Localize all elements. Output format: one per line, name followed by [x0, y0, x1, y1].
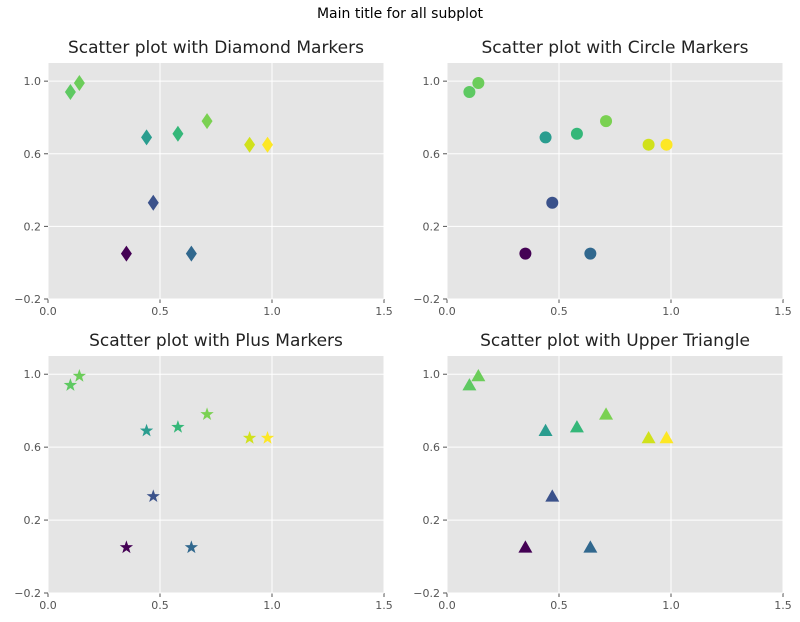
x-tick-label: 1.0 [263, 599, 281, 612]
data-point [599, 407, 614, 420]
data-point [72, 369, 87, 382]
data-point [147, 194, 159, 211]
y-tick-label: −0.2 [413, 293, 440, 306]
subplot-title: Scatter plot with Circle Markers [482, 38, 749, 58]
data-point [262, 136, 274, 153]
data-point [570, 127, 583, 140]
data-point [172, 125, 184, 142]
x-tick-label: 1.0 [662, 599, 680, 612]
y-tick-label: 1.0 [423, 75, 441, 88]
subplot-title: Scatter plot with Plus Markers [89, 331, 343, 351]
data-point [242, 431, 257, 444]
x-tick-label: 1.5 [774, 599, 792, 612]
y-tick-label: 1.0 [24, 368, 42, 381]
x-tick-label: 1.5 [375, 305, 393, 318]
data-point [538, 423, 553, 436]
data-point [139, 423, 154, 437]
data-point [641, 431, 656, 444]
y-tick-label: 0.2 [423, 514, 441, 527]
data-point [63, 378, 78, 391]
subplot-1: 0.0 0.5 1.0 1.5 −0.2 0.2 0.6 1.0 Scatter plot wi… [14, 38, 392, 318]
x-tick-label: 0.0 [438, 305, 456, 318]
data-point [201, 113, 213, 130]
x-tick-label: 0.0 [39, 305, 57, 318]
subplot-4: 0.0 0.5 1.0 1.5 −0.2 0.2 0.6 1.0 Scatter plot wi… [413, 331, 791, 612]
subplot-title: Scatter plot with Diamond Markers [68, 38, 364, 58]
y-tick-label: −0.2 [14, 587, 41, 600]
y-tick-label: 0.6 [423, 148, 441, 161]
y-tick-label: 0.6 [24, 441, 42, 454]
data-point [119, 540, 134, 554]
data-point [642, 138, 655, 151]
subplot-3: 0.0 0.5 1.0 1.5 −0.2 0.2 0.6 1.0 Scatter plot wi… [14, 331, 392, 612]
x-tick-label: 0.5 [151, 305, 169, 318]
data-point [463, 86, 476, 99]
x-tick-label: 0.5 [550, 305, 568, 318]
data-point [583, 540, 598, 553]
data-point [545, 489, 560, 502]
data-point [539, 131, 552, 144]
plot-area [48, 63, 384, 299]
y-tick-label: −0.2 [14, 293, 41, 306]
y-tick-label: 0.2 [423, 220, 441, 233]
y-tick-label: 1.0 [423, 368, 441, 381]
x-tick-label: 0.5 [151, 599, 169, 612]
data-point [659, 431, 674, 444]
subplot-2: 0.0 0.5 1.0 1.5 −0.2 0.2 0.6 1.0 Scatter plot wi… [413, 38, 791, 318]
plot-area [447, 356, 783, 593]
x-tick-label: 1.5 [774, 305, 792, 318]
data-point [200, 407, 214, 420]
data-point [546, 196, 559, 209]
x-tick-label: 1.5 [375, 599, 393, 612]
data-point [471, 369, 486, 382]
data-point [120, 245, 132, 262]
figure-suptitle: Main title for all subplot [316, 6, 484, 22]
data-point [244, 136, 256, 153]
y-tick-label: 0.6 [24, 148, 42, 161]
data-point [518, 540, 533, 553]
data-point [584, 247, 597, 260]
data-point [184, 540, 199, 554]
data-point [260, 431, 275, 444]
data-point [600, 115, 613, 128]
data-point [185, 245, 197, 262]
data-point [141, 129, 153, 146]
data-point [73, 74, 85, 91]
data-point [660, 138, 673, 151]
y-tick-label: 0.6 [423, 441, 441, 454]
data-point [171, 420, 185, 433]
y-tick-label: −0.2 [413, 587, 440, 600]
data-point [146, 489, 160, 503]
y-tick-label: 0.2 [24, 514, 42, 527]
data-point [569, 420, 584, 433]
data-point [64, 84, 76, 101]
y-tick-label: 1.0 [24, 75, 42, 88]
x-tick-label: 0.5 [550, 599, 568, 612]
plot-area [447, 63, 783, 299]
data-point [462, 378, 477, 391]
data-point [472, 76, 485, 89]
data-point [519, 247, 532, 260]
plot-area [48, 356, 384, 593]
x-tick-label: 1.0 [263, 305, 281, 318]
x-tick-label: 0.0 [438, 599, 456, 612]
x-tick-label: 1.0 [662, 305, 680, 318]
x-tick-label: 0.0 [39, 599, 57, 612]
y-tick-label: 0.2 [24, 220, 42, 233]
subplot-title: Scatter plot with Upper Triangle [480, 331, 750, 351]
